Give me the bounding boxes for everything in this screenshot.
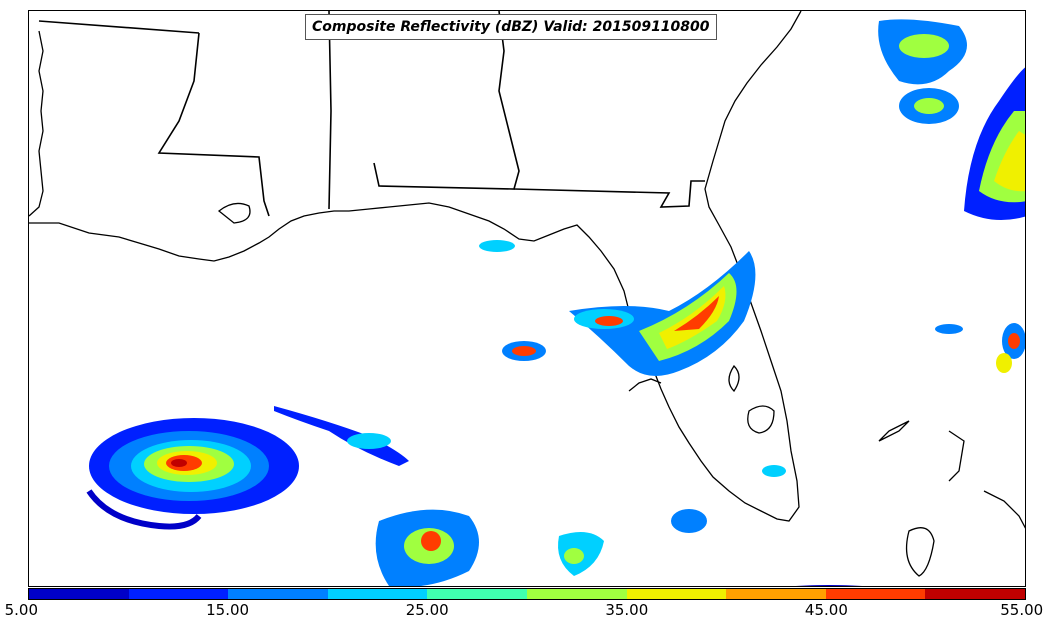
colorbar-tick-label: 25.00: [405, 601, 449, 619]
reflectivity-colorbar: [28, 588, 1026, 600]
state-borders: [38, 11, 705, 217]
hurricane-echo: [86, 418, 299, 530]
colorbar-segment: [825, 589, 926, 599]
colorbar-segment: [29, 589, 129, 599]
colorbar-segment: [128, 589, 229, 599]
colorbar-tick-label: 5.00: [4, 601, 39, 619]
colorbar-tick-label: 45.00: [804, 601, 848, 619]
radar-echoes: [86, 19, 1025, 586]
map-title: Composite Reflectivity (dBZ) Valid: 2015…: [305, 14, 717, 40]
colorbar-segment: [925, 589, 1025, 599]
colorbar-segment: [427, 589, 527, 599]
colorbar-segment: [626, 589, 727, 599]
colorbar-segment: [327, 589, 428, 599]
colorbar-tick-label: 15.00: [206, 601, 250, 619]
colorbar-tick-label: 55.00: [1000, 601, 1044, 619]
map-panel: [28, 10, 1026, 587]
colorbar-segment: [228, 589, 328, 599]
colorbar-segment: [526, 589, 627, 599]
reflectivity-map: [29, 11, 1025, 586]
tampa-echo: [569, 251, 756, 376]
colorbar-segment: [726, 589, 826, 599]
colorbar-tick-label: 35.00: [605, 601, 649, 619]
